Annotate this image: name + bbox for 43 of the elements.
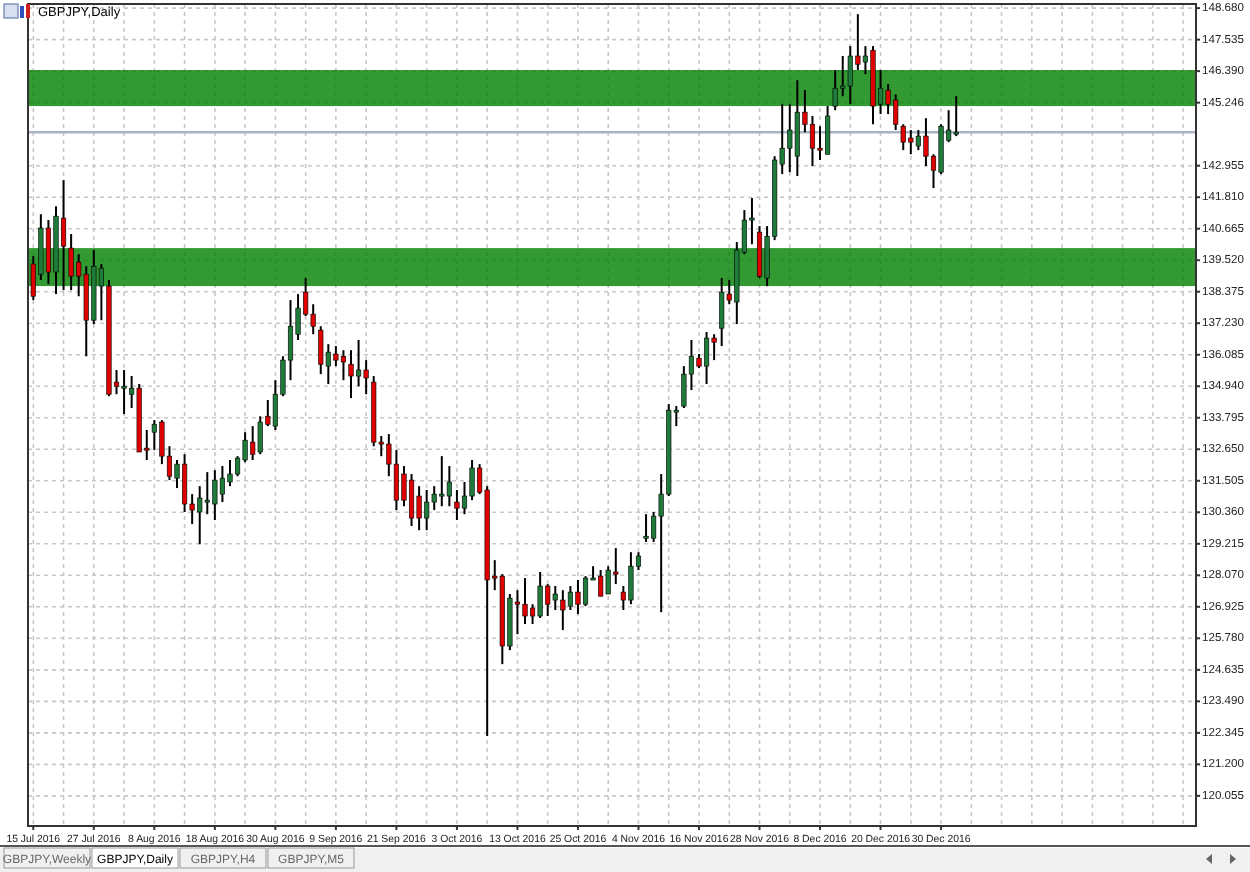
candlestick xyxy=(598,569,604,598)
candlestick xyxy=(454,488,460,521)
candlestick xyxy=(45,219,51,286)
candlestick xyxy=(537,571,543,619)
candlestick xyxy=(204,471,210,516)
candlestick xyxy=(794,79,800,177)
candlestick xyxy=(348,349,354,400)
candlestick xyxy=(408,473,415,528)
candlestick xyxy=(582,575,589,608)
candlestick xyxy=(923,117,929,168)
candlestick xyxy=(552,585,558,611)
candlestick xyxy=(545,583,551,618)
candlestick xyxy=(953,95,959,138)
candlestick xyxy=(605,565,611,596)
candlestick xyxy=(711,333,717,362)
candlestick xyxy=(340,349,347,382)
candlestick xyxy=(787,103,793,174)
candlestick xyxy=(908,129,914,156)
candlestick xyxy=(121,369,127,416)
candlestick xyxy=(212,469,218,521)
candlestick xyxy=(915,129,921,152)
candlestick xyxy=(628,551,634,606)
candlestick xyxy=(424,488,430,532)
candlestick xyxy=(756,225,763,280)
candlestick xyxy=(560,589,566,632)
candlestick xyxy=(151,419,157,452)
candlestick xyxy=(809,115,816,168)
candlestick xyxy=(703,331,710,386)
candlestick xyxy=(227,458,233,488)
candlestick xyxy=(749,197,755,246)
candlestick xyxy=(719,277,725,348)
candlestick xyxy=(257,415,263,456)
candlestick xyxy=(439,455,445,508)
candlestick xyxy=(522,577,528,626)
candlestick xyxy=(60,179,67,292)
candlestick xyxy=(416,485,422,532)
candlestick xyxy=(469,458,475,502)
candlestick xyxy=(643,513,649,543)
candlestick xyxy=(847,45,853,106)
candlestick xyxy=(356,339,362,388)
candlestick xyxy=(575,578,581,616)
candlestick xyxy=(318,325,324,376)
candlestick xyxy=(832,69,838,112)
